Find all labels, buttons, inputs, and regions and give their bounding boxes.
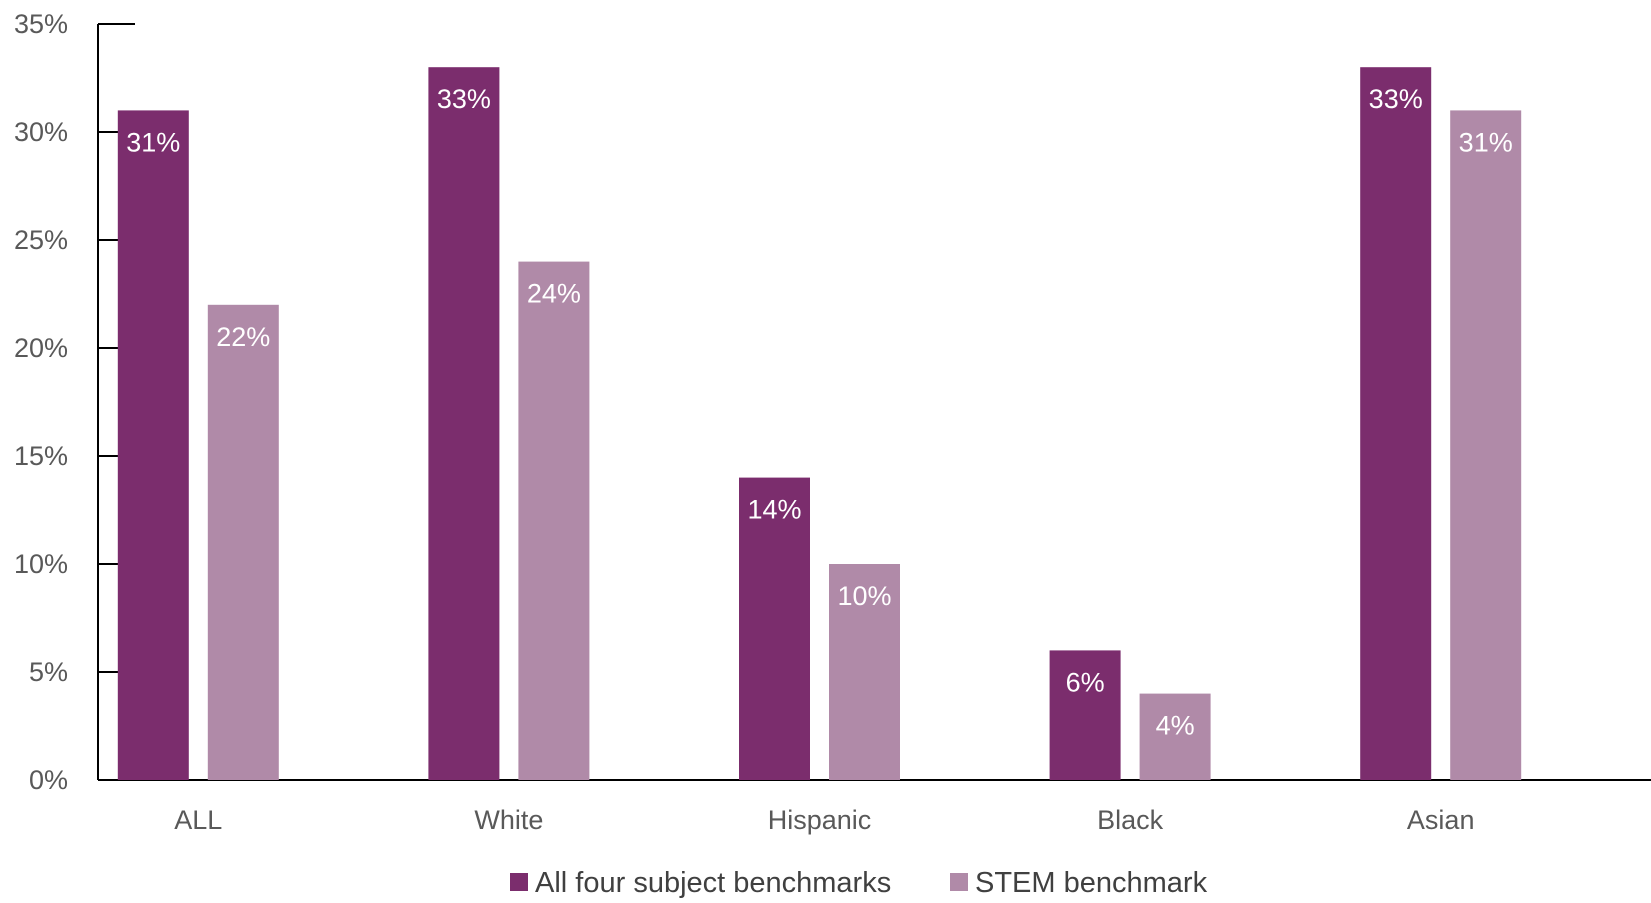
data-label: 6% — [1066, 667, 1105, 697]
y-tick-label: 30% — [14, 117, 68, 147]
bar-all-four-asian — [1360, 67, 1432, 780]
data-label: 4% — [1156, 711, 1195, 741]
x-category-label: ALL — [174, 805, 222, 835]
legend-label: STEM benchmark — [975, 867, 1208, 898]
data-label: 33% — [437, 84, 491, 114]
y-tick-label: 0% — [29, 765, 68, 795]
bar-all-four-all — [117, 110, 189, 780]
legend: All four subject benchmarks STEM benchmar… — [510, 867, 1208, 899]
data-label: 22% — [216, 322, 270, 352]
data-label: 24% — [527, 279, 581, 309]
bars — [117, 67, 1522, 781]
x-category-label: Asian — [1407, 805, 1475, 835]
bar-stem-asian — [1450, 110, 1522, 780]
data-label: 31% — [126, 127, 180, 157]
legend-label: All four subject benchmarks — [535, 867, 891, 898]
bar-all-four-black — [1049, 650, 1121, 780]
legend-swatch-stem — [950, 873, 968, 891]
data-label: 10% — [837, 581, 891, 611]
bar-stem-white — [518, 261, 590, 781]
bar-all-four-hispanic — [739, 477, 810, 780]
y-tick-label: 25% — [14, 225, 68, 255]
x-category-label: Hispanic — [768, 805, 872, 835]
x-category-label: Black — [1097, 805, 1164, 835]
data-labels: 31% 22% 33% 24% 14% 10% 6% 4% 33% 31% — [126, 84, 1512, 740]
bar-stem-all — [207, 304, 279, 780]
bar-all-four-white — [428, 67, 500, 780]
bar-stem-hispanic — [829, 564, 900, 780]
y-tick-label: 15% — [14, 441, 68, 471]
legend-swatch-all-four — [510, 873, 528, 891]
y-tick-label: 35% — [14, 9, 68, 39]
x-category-label: White — [474, 805, 543, 835]
data-label: 33% — [1369, 84, 1423, 114]
y-tick-label: 10% — [14, 549, 68, 579]
y-tick-label: 20% — [14, 333, 68, 363]
data-label: 14% — [747, 495, 801, 525]
data-label: 31% — [1459, 127, 1513, 157]
bar-stem-black — [1139, 693, 1211, 780]
y-tick-label: 5% — [29, 657, 68, 687]
